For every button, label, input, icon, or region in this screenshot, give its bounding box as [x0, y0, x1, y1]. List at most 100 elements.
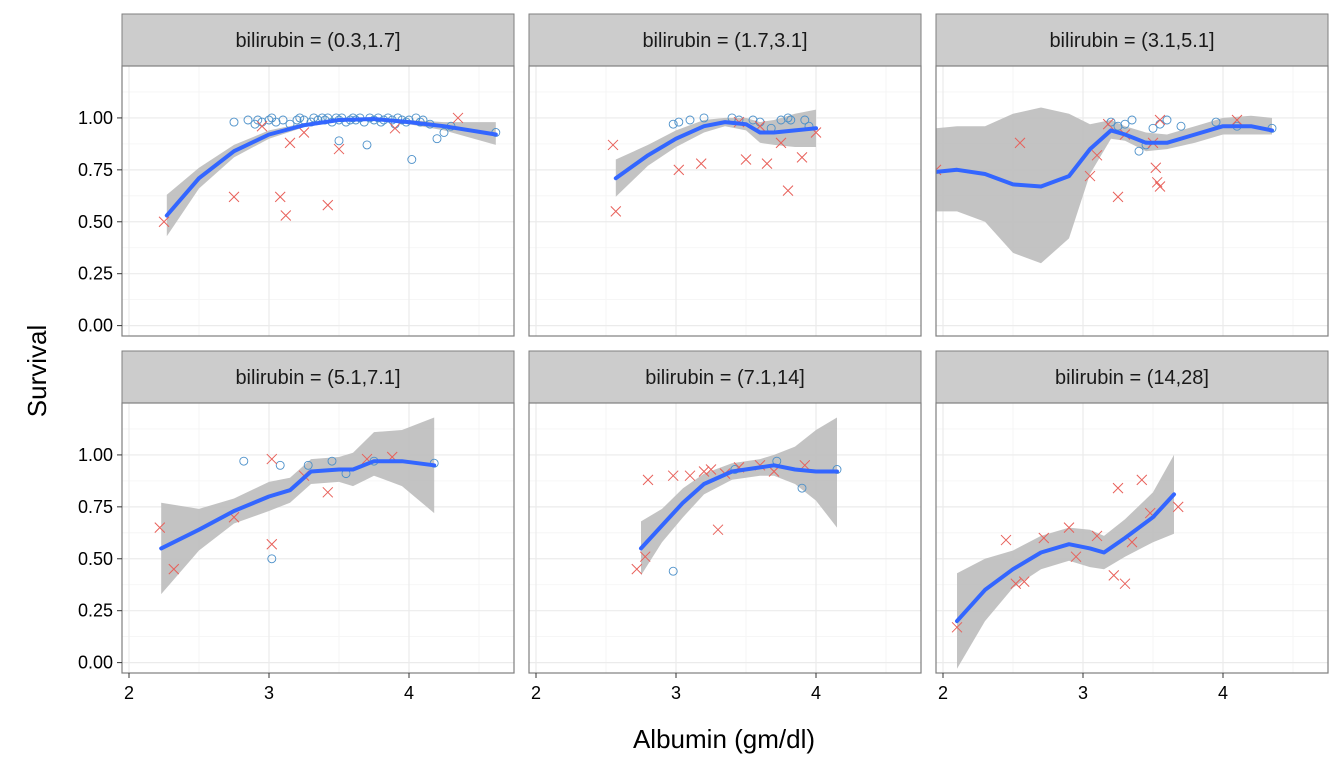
censored-point: [439, 128, 449, 137]
event-point: [796, 152, 808, 163]
censored-point: [292, 115, 302, 125]
censored-point: [1113, 121, 1123, 131]
plot-area: [529, 66, 921, 336]
censored-point: [668, 566, 678, 576]
facet-strip: [121, 13, 515, 67]
event-point: [1154, 114, 1166, 126]
censored-point: [674, 117, 684, 127]
event-point: [1091, 530, 1103, 542]
censored-point: [776, 115, 786, 125]
y-axis: 0.00 0.25 0.50 0.75 1.00 0.00 0.25 0.50 0.75 1.00: [78, 108, 122, 673]
event-point: [266, 453, 278, 465]
y-tick-label: 0.75: [78, 497, 113, 517]
event-point: [639, 551, 651, 563]
panel-border: [121, 402, 515, 674]
censored-point: [334, 136, 344, 146]
confidence-band: [936, 107, 1272, 264]
facet-strip-label: bilirubin = (14,28]: [1055, 367, 1209, 389]
event-point: [740, 154, 752, 165]
panel-border: [121, 65, 515, 337]
facet-panel: bilirubin = (5.1,7.1]: [121, 350, 515, 674]
facet-strip-label: bilirubin = (1.7,3.1]: [642, 30, 807, 52]
event-point: [768, 466, 780, 477]
panel-border: [935, 402, 1329, 674]
event-point: [1014, 137, 1026, 149]
censored-point: [243, 115, 253, 125]
event-point: [298, 127, 310, 138]
event-point: [1231, 114, 1243, 126]
smooth-line: [159, 459, 437, 551]
event-point: [1108, 570, 1120, 581]
event-point: [1018, 576, 1030, 587]
facet-strip: [121, 350, 515, 404]
facet-strip: [528, 350, 922, 404]
censored-point: [278, 115, 288, 125]
event-point: [256, 120, 268, 132]
facet-panel: bilirubin = (7.1,14]: [528, 350, 922, 674]
event-point: [322, 486, 334, 498]
x-tick-label: 4: [811, 683, 821, 703]
confidence-band: [166, 117, 496, 237]
x-tick-label: 4: [404, 683, 414, 703]
censored-point: [1162, 115, 1172, 125]
smooth-line: [613, 120, 818, 181]
censored-point: [1127, 115, 1137, 125]
y-axis-title: Survival: [22, 325, 52, 417]
event-point: [1038, 532, 1050, 544]
censored-point: [275, 460, 285, 470]
facet-panel: bilirubin = (0.3,1.7]: [121, 13, 515, 337]
event-point: [695, 158, 707, 169]
plot-area: [529, 403, 921, 673]
event-point: [761, 158, 773, 169]
x-tick-label: 3: [264, 683, 274, 703]
event-point: [266, 538, 278, 550]
event-point: [1154, 181, 1166, 192]
censored-point: [1106, 117, 1116, 127]
facet-strip-label: bilirubin = (7.1,14]: [645, 367, 805, 389]
facet-strip-label: bilirubin = (0.3,1.7]: [235, 30, 400, 52]
event-point: [1172, 501, 1184, 513]
event-point: [782, 185, 794, 196]
censored-point: [668, 119, 678, 129]
smooth-line: [164, 117, 498, 218]
facet-panels: bilirubin = (0.3,1.7] bilirubin = (1.7,3.…: [121, 13, 1329, 674]
event-point: [607, 139, 619, 151]
censored-point: [685, 115, 695, 125]
confidence-band: [161, 417, 435, 595]
censored-point: [797, 483, 807, 493]
censored-point: [264, 115, 274, 125]
censored-point: [1148, 123, 1158, 133]
facet-strip-label: bilirubin = (5.1,7.1]: [235, 367, 400, 389]
event-point: [951, 621, 963, 633]
censored-point: [295, 113, 305, 123]
censored-point: [699, 113, 709, 123]
y-tick-label: 0.50: [78, 212, 113, 232]
y-tick-label: 0.25: [78, 601, 113, 621]
event-point: [228, 191, 240, 203]
event-point: [274, 191, 286, 203]
smooth-line: [936, 124, 1274, 189]
facet-strip-label: bilirubin = (3.1,5.1]: [1049, 30, 1214, 52]
event-point: [158, 216, 170, 228]
event-point: [1150, 162, 1162, 174]
facet-strip: [528, 13, 922, 67]
event-point: [642, 474, 654, 486]
event-point: [333, 143, 345, 155]
smooth-line: [639, 463, 839, 551]
event-point: [1091, 149, 1103, 161]
x-axis: 2 3 4 2 3 4 2 3 4: [124, 673, 1228, 703]
y-tick-label: 0.25: [78, 264, 113, 284]
event-point: [1010, 578, 1022, 590]
event-point: [1102, 118, 1114, 130]
censored-point: [407, 155, 417, 164]
event-point: [698, 466, 710, 477]
censored-point: [271, 117, 281, 127]
event-point: [389, 122, 401, 134]
facet-panel: bilirubin = (14,28]: [935, 350, 1329, 674]
event-point: [452, 112, 464, 124]
panel-border: [528, 402, 922, 674]
gridlines: [529, 403, 921, 673]
event-point: [1112, 191, 1124, 203]
event-point: [1119, 578, 1131, 590]
